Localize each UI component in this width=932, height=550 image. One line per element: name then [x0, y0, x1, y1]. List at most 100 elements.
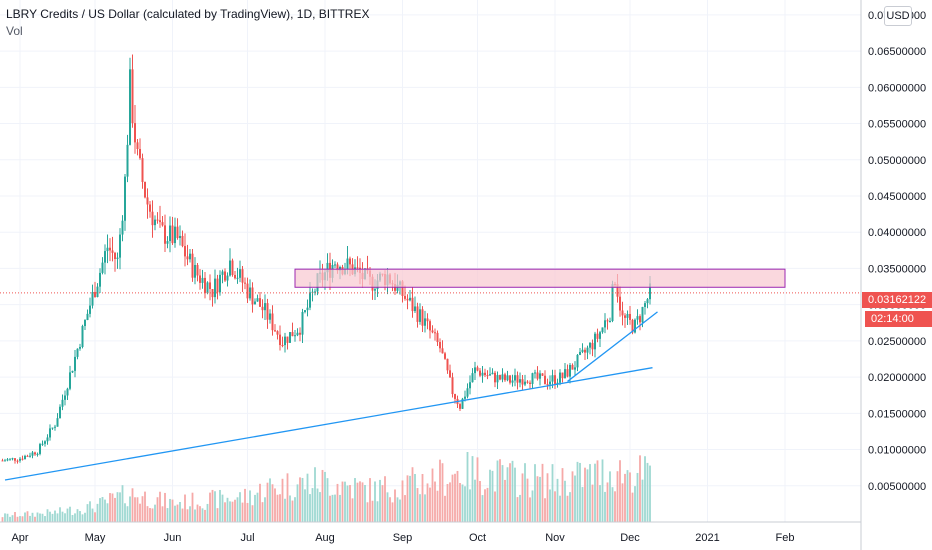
candle-body	[606, 320, 609, 322]
candle-body	[629, 313, 631, 320]
candle-body	[119, 234, 121, 258]
candle	[76, 348, 79, 360]
candle	[184, 233, 186, 267]
volume-bars	[1, 452, 651, 522]
candle	[64, 390, 66, 406]
candle-body	[451, 377, 454, 395]
volume-bar	[236, 497, 239, 522]
candle-body	[421, 309, 424, 326]
price-axis: 0.00500000 0.01000000 0.01500000 0.02000000…	[868, 10, 926, 493]
candle	[136, 138, 139, 156]
volume-bar	[79, 511, 81, 522]
volume-bar	[394, 489, 396, 522]
volume-bar	[151, 508, 154, 522]
candle	[594, 331, 596, 358]
candle-body	[196, 264, 199, 276]
trendline-long[interactable]	[4, 367, 653, 481]
candle-body	[34, 452, 36, 455]
candle	[476, 365, 479, 372]
currency-button[interactable]: USD	[884, 6, 912, 26]
candle-body	[599, 332, 601, 339]
candle-body	[139, 148, 141, 159]
candle	[549, 375, 551, 390]
candle	[196, 262, 199, 282]
volume-bar	[81, 514, 84, 522]
candle-body	[486, 375, 489, 377]
candle-body	[89, 305, 91, 314]
volume-bar	[611, 487, 614, 522]
candle-body	[396, 284, 399, 291]
price-axis-label: 0.04500000	[868, 191, 926, 203]
candle	[604, 313, 606, 334]
volume-bar	[631, 492, 634, 522]
volume-bar	[519, 494, 521, 522]
volume-bar	[161, 506, 164, 522]
candle	[571, 363, 574, 370]
candle-body	[71, 370, 74, 373]
candle-body	[209, 282, 211, 290]
candle	[516, 371, 519, 390]
candle-body	[481, 372, 484, 376]
volume-bar	[551, 464, 554, 522]
candle-body	[81, 326, 84, 347]
candle-body	[216, 278, 219, 293]
candle	[91, 284, 94, 309]
candle	[36, 452, 39, 457]
candle-body	[266, 303, 269, 320]
candle	[56, 413, 59, 427]
volume-bar	[486, 487, 489, 522]
volume-bar	[559, 495, 561, 522]
volume-bar	[424, 494, 426, 522]
candle-body	[594, 333, 596, 350]
candle-body	[634, 319, 636, 333]
candle	[581, 343, 584, 354]
candle	[621, 301, 624, 326]
volume-bar	[204, 509, 206, 522]
candle	[559, 369, 561, 386]
candle-body	[256, 298, 259, 302]
candle	[239, 260, 241, 283]
candle	[144, 181, 146, 199]
candle	[121, 215, 124, 242]
candle-body	[641, 306, 644, 323]
volume-bar	[111, 493, 114, 522]
candle-body	[1, 460, 4, 462]
trendline-short[interactable]	[567, 311, 658, 382]
volume-bar	[496, 460, 499, 522]
volume-bar	[106, 503, 109, 522]
candle-body	[431, 330, 434, 333]
candle-body	[264, 303, 266, 311]
candle-body	[144, 181, 146, 198]
volume-bar	[311, 488, 314, 522]
volume-bar	[9, 516, 11, 522]
volume-bar	[221, 494, 224, 522]
volume-bar	[619, 460, 621, 522]
volume-bar	[66, 508, 69, 522]
candle	[301, 308, 304, 343]
volume-bar	[381, 485, 384, 522]
candle	[189, 249, 191, 263]
candle-body	[214, 278, 216, 298]
price-axis-label: 0.01000000	[868, 445, 926, 457]
candle-body	[44, 441, 46, 444]
resistance-zone[interactable]	[294, 268, 786, 288]
candle	[279, 325, 281, 351]
candle-body	[414, 306, 416, 312]
volume-bar	[211, 489, 214, 522]
candle	[229, 248, 231, 277]
volume-bar	[556, 478, 559, 522]
candle-body	[591, 342, 594, 350]
volume-bar	[144, 491, 146, 522]
candle-body	[429, 321, 431, 331]
candle-body	[84, 320, 86, 327]
candle-body	[346, 258, 349, 270]
candle-body	[471, 373, 474, 383]
volume-bar	[209, 492, 211, 522]
candle	[261, 299, 264, 319]
candle-body	[434, 332, 436, 334]
candle-body	[459, 404, 461, 409]
candle	[51, 427, 54, 430]
volume-bar	[621, 483, 624, 522]
candle-body	[184, 246, 186, 257]
